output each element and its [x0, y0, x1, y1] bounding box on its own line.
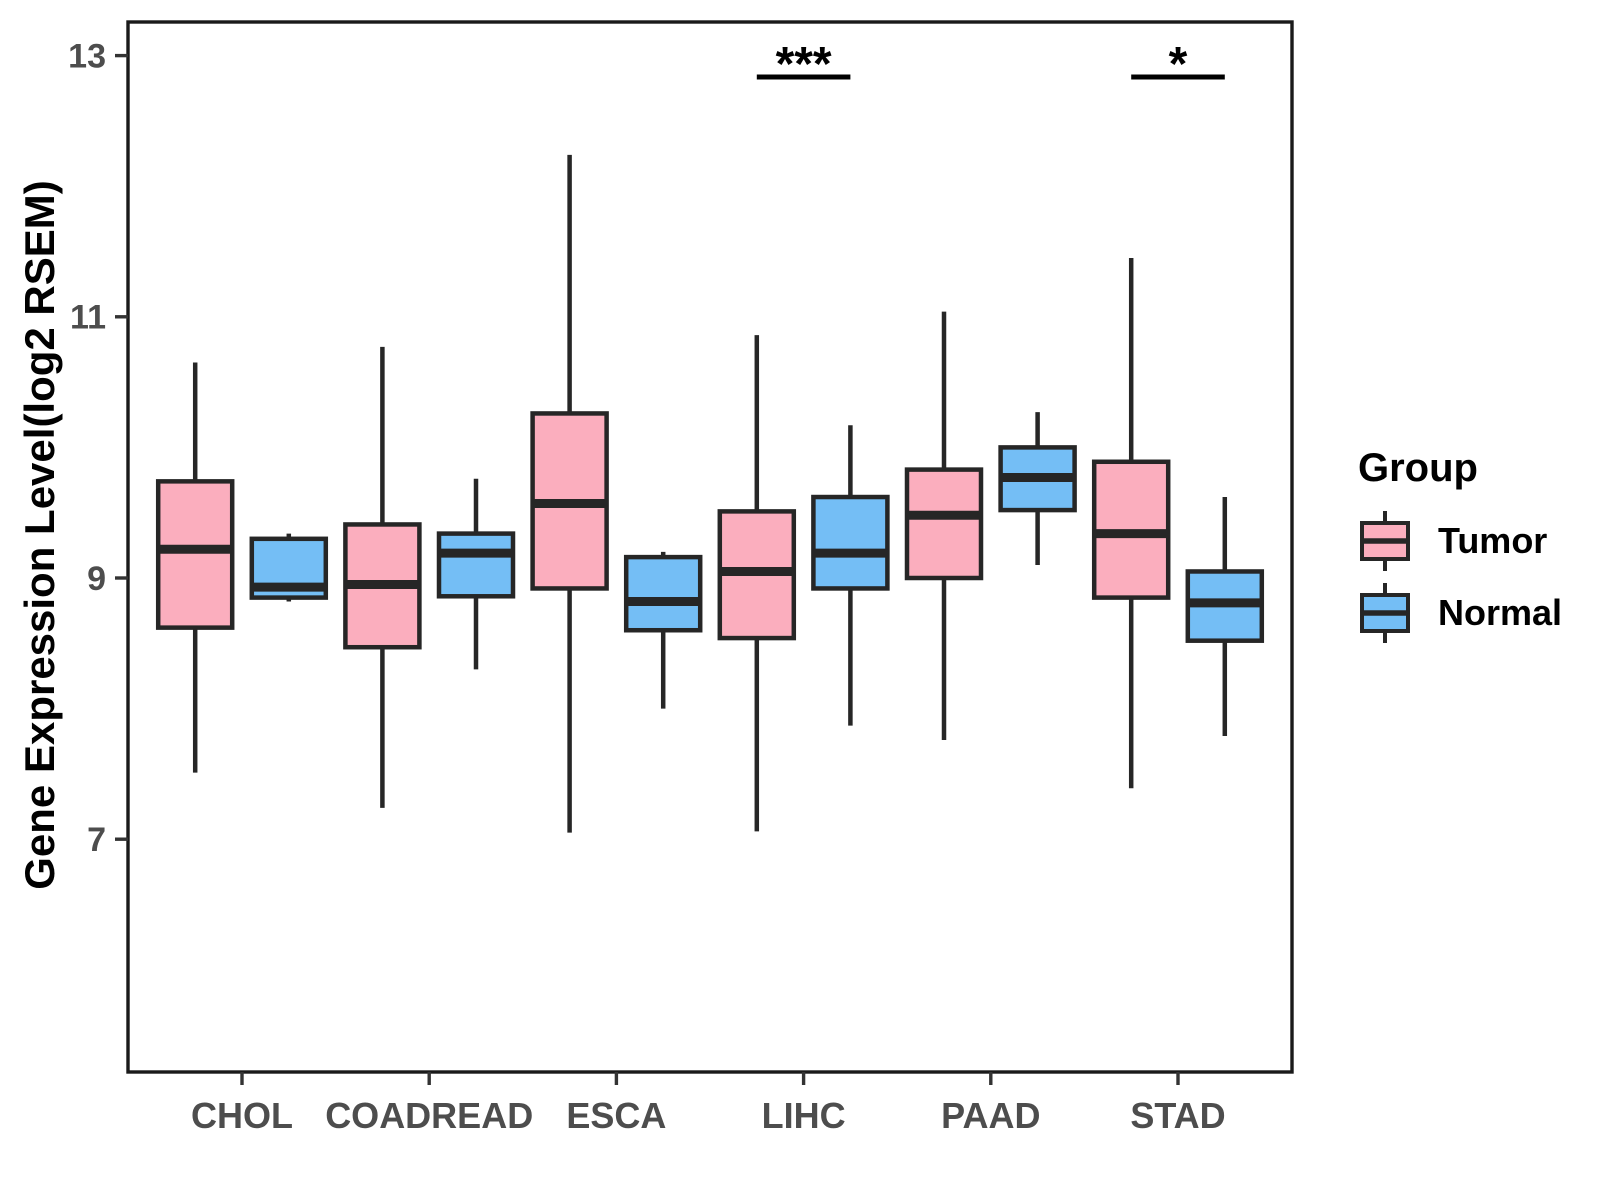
legend-title: Group — [1358, 446, 1478, 490]
x-tick-label: PAAD — [941, 1095, 1040, 1136]
legend: Group Tumor Normal — [1358, 446, 1562, 653]
box-normal-COADREAD — [436, 531, 516, 599]
x-tick-label: LIHC — [762, 1095, 846, 1136]
y-tick-label: 11 — [70, 299, 106, 337]
legend-label-tumor: Tumor — [1438, 520, 1548, 561]
tumor-boxplot-key-icon — [1360, 511, 1410, 571]
plot-panel-border — [126, 20, 1294, 1074]
box-tumor-PAAD — [904, 467, 984, 581]
significance-label-STAD: * — [1169, 38, 1188, 91]
y-tick-label: 13 — [68, 38, 106, 76]
x-tick-label: STAD — [1130, 1095, 1225, 1136]
x-tick-label: ESCA — [566, 1095, 666, 1136]
significance-label-LIHC: *** — [776, 38, 832, 91]
legend-label-normal: Normal — [1438, 592, 1563, 633]
y-tick-label: 7 — [87, 821, 106, 859]
normal-boxplot-key-icon — [1360, 583, 1410, 643]
legend-item-tumor: Tumor — [1358, 509, 1562, 573]
box-tumor-CHOL — [155, 479, 235, 630]
y-axis-title: Gene Expression Level(log2 RSEM) — [16, 180, 63, 890]
box-normal-LIHC — [811, 494, 890, 591]
box-normal-ESCA — [623, 554, 703, 633]
y-tick-label: 9 — [87, 560, 106, 598]
legend-item-normal: Normal — [1358, 581, 1562, 645]
x-tick-label: CHOL — [191, 1095, 293, 1136]
x-tick-label: COADREAD — [325, 1095, 533, 1136]
